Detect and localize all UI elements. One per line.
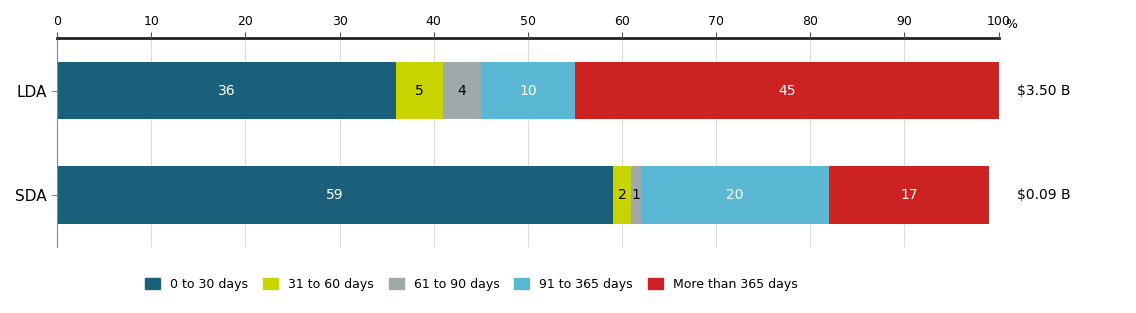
Bar: [57, 166, 612, 224]
Text: %: %: [1005, 18, 1018, 32]
Text: 4: 4: [458, 84, 466, 98]
Text: 2: 2: [618, 188, 626, 202]
Text: 45: 45: [778, 84, 795, 98]
Bar: [396, 62, 443, 119]
Text: 1: 1: [632, 188, 641, 202]
Text: 10: 10: [519, 84, 536, 98]
Bar: [612, 166, 632, 224]
Bar: [443, 62, 481, 119]
Text: 36: 36: [218, 84, 235, 98]
Bar: [641, 166, 829, 224]
Bar: [632, 166, 641, 224]
Text: 17: 17: [901, 188, 918, 202]
Text: 5: 5: [415, 84, 424, 98]
Text: 20: 20: [726, 188, 744, 202]
Text: $3.50 B: $3.50 B: [1018, 84, 1071, 98]
Bar: [481, 62, 575, 119]
Bar: [57, 62, 396, 119]
Bar: [829, 166, 989, 224]
Text: 59: 59: [326, 188, 343, 202]
Bar: [575, 62, 999, 119]
Legend: 0 to 30 days, 31 to 60 days, 61 to 90 days, 91 to 365 days, More than 365 days: 0 to 30 days, 31 to 60 days, 61 to 90 da…: [141, 274, 802, 295]
Text: $0.09 B: $0.09 B: [1018, 188, 1071, 202]
